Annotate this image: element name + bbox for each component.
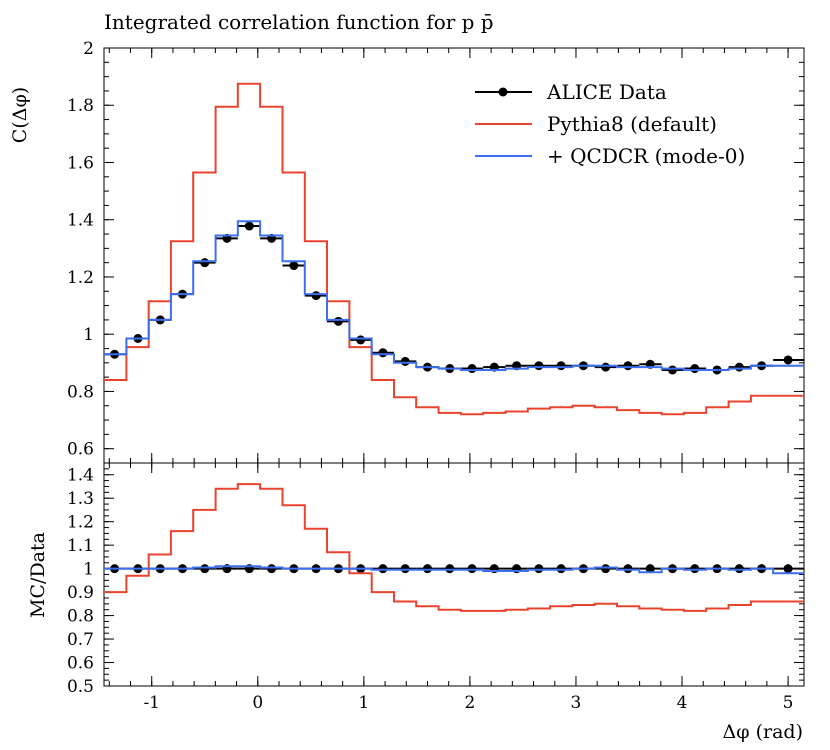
legend: ALICE Data Pythia8 (default) + QCDCR (mo…	[475, 80, 745, 168]
data-point-1-24	[645, 564, 655, 574]
ytick-label-0-5: 1.6	[67, 153, 94, 173]
data-point-1-19	[534, 564, 544, 574]
series-pythia-step-1	[104, 483, 804, 612]
data-point-0-28	[734, 362, 744, 372]
ytick-label-0-1: 0.8	[67, 382, 94, 402]
data-point-1-28	[734, 564, 744, 574]
data-point-0-4	[200, 258, 210, 268]
data-point-0-30	[783, 355, 793, 365]
data-point-0-23	[623, 361, 633, 371]
ytick-label-1-0: 0.5	[67, 677, 94, 697]
data-point-1-13	[400, 564, 410, 574]
ytick-label-1-5: 1	[83, 560, 94, 580]
ytick-label-1-3: 0.8	[67, 607, 94, 627]
data-point-1-30	[783, 564, 793, 574]
xtick-label-1: 0	[252, 693, 263, 713]
xtick-label-4: 3	[571, 693, 582, 713]
data-point-0-22	[601, 362, 611, 372]
legend-pythia-label: Pythia8 (default)	[547, 112, 717, 136]
main-plot-area	[104, 82, 804, 416]
data-point-1-16	[467, 564, 477, 574]
data-point-0-12	[378, 348, 388, 358]
ratio-axes: 0.5 0.6 0.7 0.8 0.9 1 1.1 1.2 1.3 1.4 -1 0 1 2 3 4 5	[67, 462, 804, 713]
legend-item-data: ALICE Data	[475, 80, 667, 104]
xtick-label-0: -1	[143, 693, 160, 713]
data-point-1-15	[445, 564, 455, 574]
data-point-1-22	[601, 564, 611, 574]
data-point-0-6	[244, 221, 254, 231]
data-point-1-4	[200, 564, 210, 574]
legend-item-qcdcr: + QCDCR (mode-0)	[475, 144, 745, 168]
data-point-0-13	[400, 356, 410, 366]
xtick-label-6: 5	[783, 693, 794, 713]
ytick-label-1-6: 1.1	[67, 536, 94, 556]
ytick-label-0-6: 1.8	[67, 96, 94, 116]
data-point-0-10	[333, 316, 343, 326]
data-point-0-11	[356, 335, 366, 345]
ytick-label-0-2: 1	[83, 325, 94, 345]
xtick-label-2: 1	[358, 693, 369, 713]
ratio-plot-area	[104, 483, 804, 612]
ytick-label-1-9: 1.4	[67, 466, 94, 486]
data-point-0-16	[467, 364, 477, 374]
ytick-label-0-7: 2	[83, 39, 94, 59]
data-point-0-19	[534, 361, 544, 371]
series-pythia-step-0	[104, 82, 804, 416]
ratio-xlabel: Δφ (rad)	[723, 721, 803, 743]
legend-qcdcr-label: + QCDCR (mode-0)	[547, 144, 745, 168]
data-point-0-20	[556, 361, 566, 371]
xtick-label-3: 2	[464, 693, 475, 713]
data-point-1-14	[422, 564, 432, 574]
ytick-label-1-7: 1.2	[67, 513, 94, 533]
data-point-0-9	[311, 291, 321, 301]
ytick-label-1-4: 0.9	[67, 583, 94, 603]
ytick-label-1-8: 1.3	[67, 489, 94, 509]
data-point-0-8	[289, 261, 299, 271]
data-point-1-7	[267, 564, 277, 574]
ytick-label-0-4: 1.4	[67, 211, 94, 231]
chart-title: Integrated correlation function for p p̄	[104, 10, 494, 34]
legend-data-label: ALICE Data	[546, 80, 667, 104]
main-panel-frame	[103, 47, 805, 464]
data-point-0-25	[667, 365, 677, 375]
ytick-label-0-0: 0.6	[67, 440, 94, 460]
series-qcdcr-step-1	[104, 565, 804, 575]
ytick-label-1-2: 0.7	[67, 630, 94, 650]
ytick-label-1-1: 0.6	[67, 654, 94, 674]
ytick-label-0-3: 1.2	[67, 268, 94, 288]
data-point-1-23	[623, 564, 633, 574]
main-axes: 0.6 0.8 1 1.2 1.4 1.6 1.8 2	[67, 39, 804, 464]
legend-data-marker-dot	[498, 87, 508, 97]
data-point-1-12	[378, 564, 388, 574]
ratio-ylabel: MC/Data	[27, 532, 49, 618]
data-point-1-26	[690, 564, 700, 574]
ratio-panel-frame	[103, 462, 805, 687]
legend-item-pythia: Pythia8 (default)	[475, 112, 717, 136]
series-qcdcr-step-0	[104, 220, 804, 371]
data-point-1-20	[556, 564, 566, 574]
main-ylabel: C(Δφ)	[9, 87, 31, 143]
data-point-0-26	[690, 364, 700, 374]
xtick-label-5: 4	[677, 693, 688, 713]
